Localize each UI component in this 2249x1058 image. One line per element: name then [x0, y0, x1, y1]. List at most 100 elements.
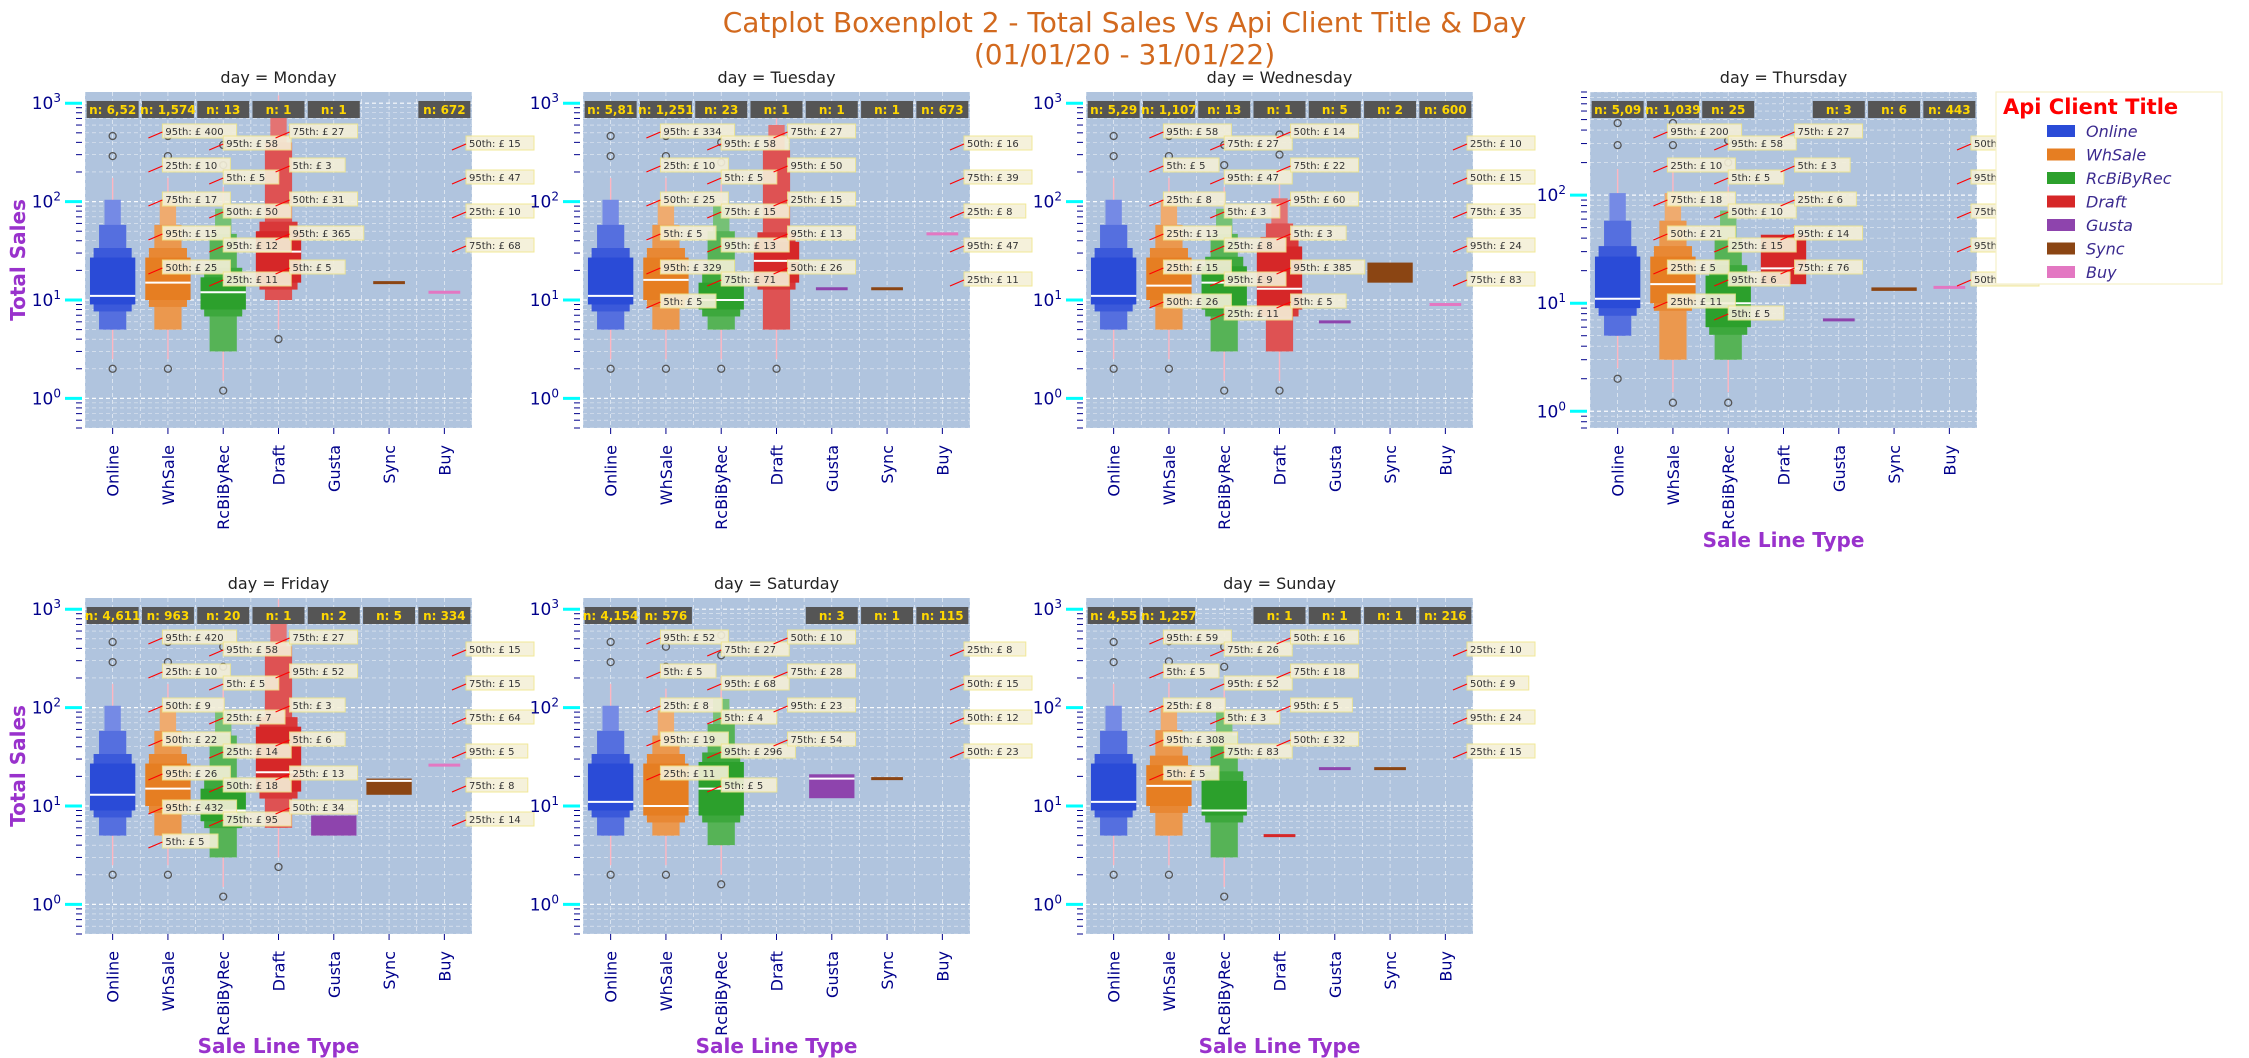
- count-label: n: 23: [704, 103, 738, 117]
- annotation-arrow: [646, 739, 661, 747]
- outlier-point: [108, 870, 117, 879]
- outlier-point: [274, 862, 283, 872]
- outlier-point: [1109, 131, 1118, 141]
- annotation-arrow: [949, 751, 965, 759]
- annotation-arrow: [1209, 177, 1225, 185]
- y-tick-label: 102: [32, 696, 61, 719]
- x-tick-label: Sync: [878, 445, 897, 484]
- annotation-arrow: [148, 267, 163, 275]
- outlier-point: [1613, 118, 1622, 128]
- percentile-label-box: [787, 629, 857, 645]
- count-label: n: 334: [423, 609, 466, 623]
- box-iqr: [809, 774, 855, 799]
- percentile-label-box: [222, 641, 292, 657]
- annotation-arrow: [1209, 751, 1225, 759]
- percentile-label: 50th: £ 10: [791, 633, 843, 644]
- percentile-label: 5th: £ 3: [293, 161, 332, 172]
- count-box: [805, 607, 858, 624]
- facet-title: day = Thursday: [1720, 68, 1847, 87]
- outlier-point: [108, 131, 117, 141]
- outlier-point: [1109, 870, 1118, 879]
- annotation-arrow: [208, 717, 224, 725]
- count-box: [1419, 607, 1472, 624]
- outlier-point: [1668, 398, 1678, 407]
- annotation-arrow: [646, 267, 661, 275]
- annotation-arrow: [949, 717, 965, 725]
- percentile-label: 25th: £ 15: [791, 195, 843, 206]
- percentile-label: 95th: £ 5: [469, 747, 514, 758]
- percentile-label: 50th: £ 50: [226, 207, 278, 218]
- percentile-label: 25th: £ 5: [1670, 263, 1715, 274]
- count-box: [1923, 101, 1976, 118]
- outlier-point: [274, 334, 283, 344]
- count-box: [639, 101, 692, 118]
- count-box: [1868, 101, 1921, 118]
- count-box: [1364, 101, 1417, 118]
- annotation-arrow: [646, 131, 661, 139]
- percentile-label-box: [963, 743, 1033, 759]
- percentile-label: 95th: £ 432: [165, 803, 223, 814]
- annotation-arrow: [1780, 199, 1795, 207]
- percentile-label: 75th: £ 22: [1294, 161, 1346, 172]
- annotation-arrow: [1149, 739, 1164, 747]
- percentile-label-box: [222, 743, 292, 759]
- y-tick-label: 103: [32, 597, 61, 620]
- percentile-label: 95th: £ 12: [226, 241, 278, 252]
- outlier-point: [108, 637, 117, 647]
- percentile-label-box: [659, 259, 736, 275]
- percentile-label-box: [161, 629, 238, 645]
- percentile-label-box: [289, 731, 346, 747]
- facet-panel-7: 100 101 102 103 n: 4,55 n: 1,257 n: 1 n: 1 n: 1 n…: [1033, 574, 1536, 1058]
- percentile-label-box: [1162, 765, 1220, 781]
- percentile-label-box: [222, 271, 292, 287]
- percentile-label: 5th: £ 4: [724, 713, 763, 724]
- y-tick-label: 101: [32, 794, 61, 817]
- annotation-arrow: [148, 199, 163, 207]
- percentile-label: 50th: £ 12: [967, 713, 1019, 724]
- percentile-label-box: [1290, 123, 1360, 139]
- percentile-label: 25th: £ 13: [1166, 229, 1218, 240]
- count-label: n: 672: [423, 103, 466, 117]
- percentile-label-box: [720, 675, 790, 691]
- annotation-arrow: [646, 637, 661, 645]
- percentile-label: 25th: £ 11: [226, 275, 278, 286]
- count-box: [695, 101, 748, 118]
- count-box: [1142, 607, 1195, 624]
- percentile-label-box: [289, 225, 365, 241]
- percentile-label-box: [1290, 259, 1366, 275]
- percentile-label: 50th: £ 34: [293, 803, 345, 814]
- annotation-arrow: [1149, 199, 1164, 207]
- annotation-arrow: [773, 233, 788, 241]
- percentile-label-box: [1290, 731, 1360, 747]
- percentile-label-box: [787, 663, 857, 679]
- percentile-label: 25th: £ 10: [1470, 645, 1522, 656]
- annotation-arrow: [451, 717, 467, 725]
- annotation-arrow: [646, 165, 661, 173]
- percentile-label-box: [1223, 271, 1287, 287]
- percentile-label: 5th: £ 3: [1227, 207, 1266, 218]
- x-tick-label: Draft: [1775, 445, 1794, 485]
- percentile-label-box: [787, 225, 857, 241]
- percentile-label-box: [720, 271, 790, 287]
- percentile-label: 5th: £ 5: [293, 263, 332, 274]
- box-iqr: [1871, 287, 1917, 291]
- annotation-arrow: [1653, 233, 1668, 241]
- annotation-arrow: [451, 751, 467, 759]
- percentile-label: 95th: £ 13: [791, 229, 843, 240]
- facet-title: day = Friday: [228, 574, 330, 593]
- count-box: [1087, 607, 1140, 624]
- x-tick-label: Online: [602, 445, 621, 497]
- x-tick-label: Online: [1105, 951, 1124, 1003]
- annotation-arrow: [949, 649, 965, 657]
- count-label: n: 5,81: [587, 103, 634, 117]
- outlier-point: [606, 637, 615, 647]
- count-box: [805, 101, 858, 118]
- outlier-point: [163, 364, 173, 373]
- percentile-label: 5th: £ 5: [165, 837, 204, 848]
- percentile-label: 5th: £ 5: [1166, 769, 1205, 780]
- percentile-label-box: [161, 663, 231, 679]
- percentile-label: 50th: £ 9: [1470, 679, 1515, 690]
- percentile-label-box: [465, 675, 535, 691]
- percentile-label-box: [465, 709, 535, 725]
- percentile-label: 25th: £ 8: [1166, 195, 1211, 206]
